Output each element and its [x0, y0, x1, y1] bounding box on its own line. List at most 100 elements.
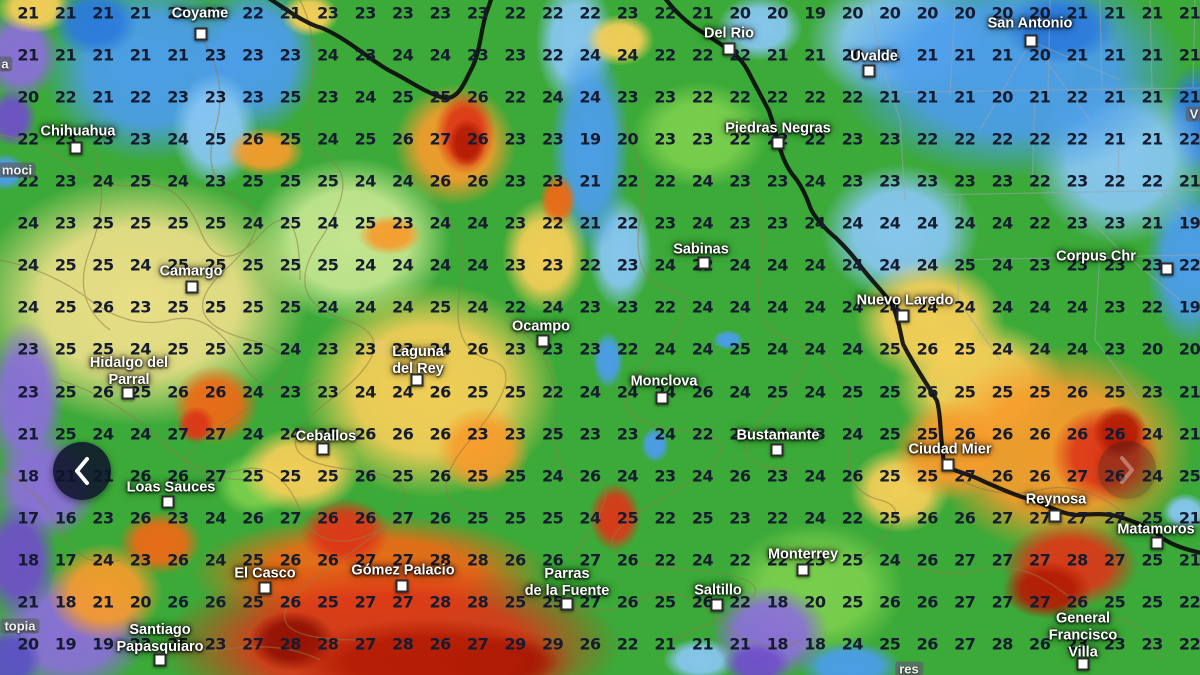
temp-value: 25: [466, 466, 489, 486]
temp-value: 25: [129, 382, 152, 402]
temp-value: 25: [1029, 382, 1051, 402]
temp-value: 25: [242, 339, 264, 359]
temp-value: 24: [354, 297, 377, 317]
temp-value: 24: [766, 424, 789, 444]
temp-value: 26: [916, 550, 939, 570]
temp-value: 25: [54, 339, 77, 359]
temp-value: 21: [879, 45, 901, 65]
temp-value: 22: [616, 339, 639, 359]
city-label-corpus-chr: Corpus Chr: [1056, 248, 1136, 265]
temp-value: 20: [879, 3, 901, 23]
city-marker: [697, 256, 711, 270]
temp-value: 24: [804, 508, 826, 528]
temp-value: 22: [766, 550, 789, 570]
temp-value: 26: [167, 466, 189, 486]
temp-value: 24: [129, 339, 152, 359]
temp-value: 28: [317, 634, 339, 654]
temp-value: 26: [92, 382, 114, 402]
temp-value: 25: [991, 382, 1014, 402]
temp-value: 25: [354, 213, 377, 233]
temp-value: 26: [991, 466, 1014, 486]
city-label-ceballos: Ceballos: [295, 428, 357, 445]
temp-value: 26: [1066, 424, 1089, 444]
temp-value: 21: [579, 213, 601, 233]
temp-value: 23: [92, 508, 114, 528]
temp-value: 22: [504, 297, 526, 317]
temp-value: 20: [991, 3, 1014, 23]
temp-value: 26: [279, 550, 302, 570]
temp-value: 26: [242, 129, 264, 149]
temp-value: 22: [204, 3, 227, 23]
temp-value: 27: [1103, 508, 1126, 528]
temp-value: 23: [616, 297, 639, 317]
temp-value: 19: [1178, 213, 1200, 233]
temp-value: 21: [991, 45, 1014, 65]
temp-value: 22: [1178, 592, 1200, 612]
temp-value: 19: [92, 634, 114, 654]
temp-value: 24: [804, 171, 826, 191]
temp-value: 23: [17, 382, 39, 402]
temp-value: 26: [354, 508, 377, 528]
temp-value: 26: [204, 592, 227, 612]
temp-value: 25: [242, 592, 264, 612]
temp-value: 23: [167, 87, 189, 107]
temp-value: 24: [616, 382, 639, 402]
temp-value: 25: [279, 171, 302, 191]
temp-value: 23: [392, 3, 414, 23]
temp-value: 21: [279, 3, 302, 23]
temp-value: 24: [279, 339, 302, 359]
temp-value: 24: [541, 87, 564, 107]
temp-value: 27: [991, 550, 1014, 570]
temp-value: 20: [17, 634, 39, 654]
temp-value: 24: [17, 297, 39, 317]
temp-value: 24: [766, 339, 789, 359]
temp-value: 24: [466, 213, 489, 233]
temp-value: 22: [1029, 213, 1051, 233]
temp-value: 25: [167, 634, 189, 654]
temp-value: 18: [17, 550, 39, 570]
temp-value: 26: [392, 424, 414, 444]
temp-value: 25: [916, 424, 939, 444]
temp-value: 20: [804, 592, 826, 612]
city-label-piedras-negras: Piedras Negras: [725, 120, 831, 137]
carousel-right-arrow-button[interactable]: [1098, 441, 1156, 499]
temp-value: 22: [1178, 255, 1200, 275]
temp-value: 23: [54, 171, 77, 191]
temp-value: 21: [804, 45, 826, 65]
temp-value: 24: [354, 382, 377, 402]
temp-value: 24: [654, 339, 676, 359]
temp-value: 18: [17, 466, 39, 486]
city-marker: [560, 597, 574, 611]
temp-value: 23: [466, 3, 489, 23]
temp-value: 22: [954, 129, 976, 149]
temp-value: 27: [392, 592, 414, 612]
temp-value: 25: [954, 339, 976, 359]
temp-value: 26: [579, 634, 601, 654]
temp-value: 26: [429, 382, 452, 402]
temp-value: 21: [167, 45, 189, 65]
temp-value: 21: [654, 634, 676, 654]
temp-value: 24: [541, 466, 564, 486]
temp-value: 26: [579, 466, 601, 486]
temp-value: 22: [1029, 129, 1051, 149]
temp-value: 25: [1178, 466, 1200, 486]
temp-value: 24: [317, 297, 339, 317]
temp-value: 25: [729, 339, 751, 359]
temp-value: 24: [766, 255, 789, 275]
temp-value: 24: [991, 339, 1014, 359]
city-marker: [153, 653, 167, 667]
temp-value: 28: [392, 634, 414, 654]
temp-value: 18: [766, 634, 789, 654]
carousel-left-arrow-button[interactable]: [53, 442, 111, 500]
temp-value: 26: [429, 466, 452, 486]
temp-value: 24: [579, 382, 601, 402]
temp-value: 21: [954, 45, 976, 65]
temp-value: 21: [1178, 424, 1200, 444]
temp-value: 26: [167, 382, 189, 402]
city-label-monclova: Monclova: [630, 373, 698, 390]
temp-value: 26: [916, 508, 939, 528]
partial-city-label: res: [895, 661, 923, 675]
temp-value: 22: [1178, 129, 1200, 149]
temp-value: 21: [579, 171, 601, 191]
